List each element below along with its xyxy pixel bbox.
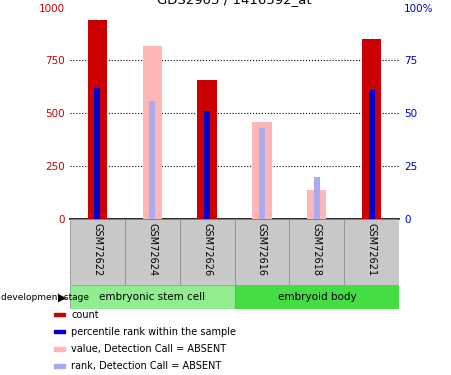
Text: ▶: ▶ [58,292,67,302]
Bar [179,219,235,285]
Text: GSM72624: GSM72624 [147,223,157,276]
Text: value, Detection Call = ABSENT: value, Detection Call = ABSENT [71,344,226,354]
Bar [94,88,101,219]
Text: GSM72618: GSM72618 [312,223,322,276]
Bar [198,80,216,219]
Bar [143,46,162,219]
Text: embryonic stem cell: embryonic stem cell [99,292,205,302]
Bar [307,190,327,219]
Text: percentile rank within the sample: percentile rank within the sample [71,327,236,337]
Bar [149,101,155,219]
Bar [88,20,107,219]
Bar [253,122,272,219]
Bar [259,128,265,219]
Bar [55,330,65,333]
Text: count: count [71,310,99,320]
Text: rank, Detection Call = ABSENT: rank, Detection Call = ABSENT [71,361,221,371]
Text: GSM72626: GSM72626 [202,223,212,276]
Bar [368,90,375,219]
Text: GSM72622: GSM72622 [92,223,102,276]
Bar [290,219,344,285]
Bar [204,111,210,219]
Text: GSM72616: GSM72616 [257,223,267,276]
Bar [235,285,399,309]
Text: GSM72621: GSM72621 [367,223,377,276]
Text: embryoid body: embryoid body [277,292,356,302]
Bar [362,39,381,219]
Bar [55,347,65,351]
Bar [344,219,399,285]
Bar [55,364,65,368]
Text: development stage: development stage [1,292,89,302]
Bar [314,177,320,219]
Bar [55,313,65,316]
Title: GDS2905 / 1416592_at: GDS2905 / 1416592_at [157,0,312,6]
Bar [125,219,179,285]
Bar [70,285,235,309]
Bar [235,219,290,285]
Bar [70,219,125,285]
